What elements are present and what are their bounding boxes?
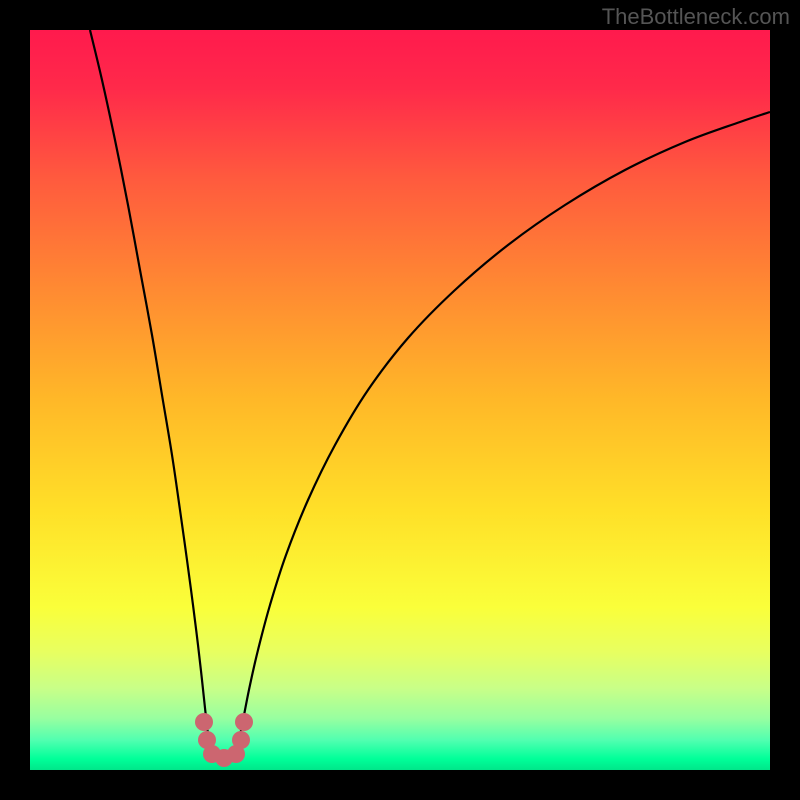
watermark-label: TheBottleneck.com [602, 4, 790, 30]
data-marker [232, 731, 250, 749]
plot-area [30, 30, 770, 770]
gradient-background [30, 30, 770, 770]
data-marker [235, 713, 253, 731]
data-marker [195, 713, 213, 731]
chart-container: TheBottleneck.com [0, 0, 800, 800]
bottleneck-chart [30, 30, 770, 770]
